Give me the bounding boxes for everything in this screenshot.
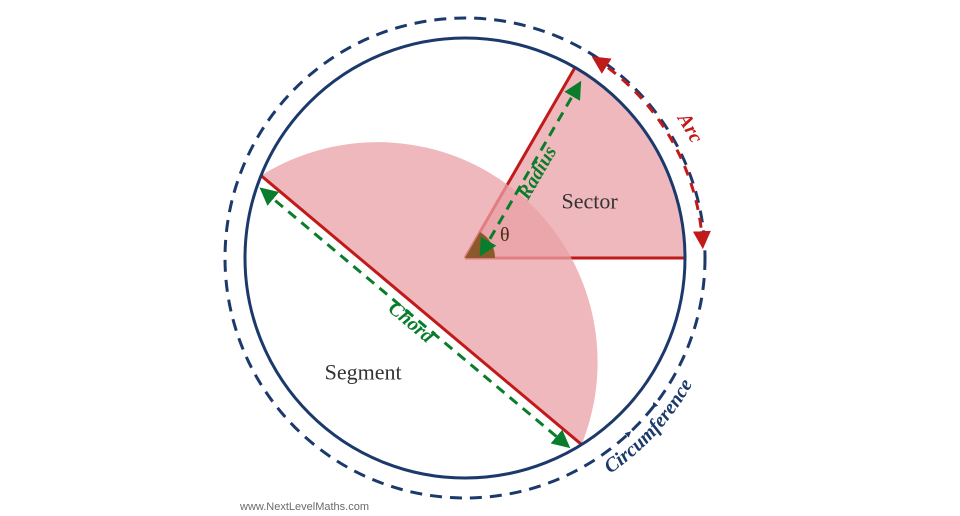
sector-label: Sector [562, 189, 619, 214]
watermark: www.NextLevelMaths.com [239, 501, 369, 513]
theta-label: θ [500, 224, 510, 246]
segment-label: Segment [325, 359, 402, 384]
